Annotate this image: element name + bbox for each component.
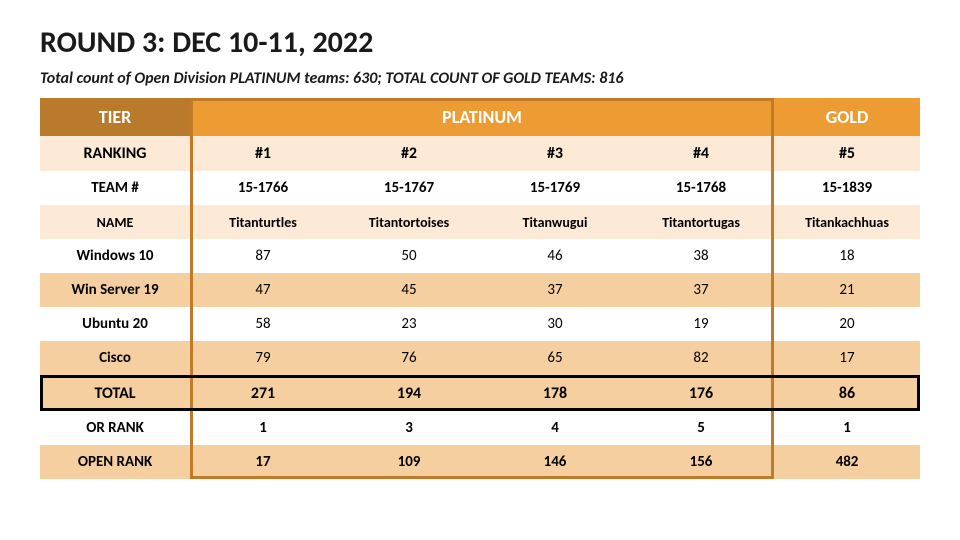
- category-cell: 47: [190, 273, 336, 307]
- team-name-cell: Titanwugui: [482, 205, 628, 239]
- category-cell: 65: [482, 341, 628, 375]
- category-cell: 58: [190, 307, 336, 341]
- page-title: ROUND 3: DEC 10-11, 2022: [40, 24, 920, 61]
- ranking-row: RANKING #1 #2 #3 #4 #5: [40, 136, 920, 171]
- team-number-cell: 15-1768: [628, 171, 774, 205]
- ranking-cell: #5: [774, 136, 920, 171]
- or-rank-cell: 1: [774, 411, 920, 445]
- team-name-cell: Titanturtles: [190, 205, 336, 239]
- category-row: Windows 10 87 50 46 38 18: [40, 239, 920, 273]
- open-rank-cell: 17: [190, 445, 336, 479]
- team-number-row: TEAM # 15-1766 15-1767 15-1769 15-1768 1…: [40, 171, 920, 205]
- or-rank-row: OR RANK 1 3 4 5 1: [40, 411, 920, 445]
- category-row: Cisco 79 76 65 82 17: [40, 341, 920, 375]
- team-number-cell: 15-1766: [190, 171, 336, 205]
- category-cell: 46: [482, 239, 628, 273]
- ranking-label: RANKING: [40, 136, 190, 171]
- category-cell: 19: [628, 307, 774, 341]
- category-cell: 50: [336, 239, 482, 273]
- or-rank-cell: 1: [190, 411, 336, 445]
- table-wrap: TIER PLATINUM GOLD RANKING #1 #2 #3 #4 #…: [40, 98, 920, 479]
- open-rank-cell: 146: [482, 445, 628, 479]
- team-number-label: TEAM #: [40, 171, 190, 205]
- ranking-cell: #1: [190, 136, 336, 171]
- team-number-cell: 15-1767: [336, 171, 482, 205]
- category-label: Windows 10: [40, 239, 190, 273]
- category-cell: 20: [774, 307, 920, 341]
- team-name-cell: Titankachhuas: [774, 205, 920, 239]
- team-number-cell: 15-1769: [482, 171, 628, 205]
- total-cell: 194: [336, 375, 482, 411]
- total-cell: 86: [774, 375, 920, 411]
- ranking-cell: #3: [482, 136, 628, 171]
- category-cell: 82: [628, 341, 774, 375]
- open-rank-row: OPEN RANK 17 109 146 156 482: [40, 445, 920, 479]
- team-number-cell: 15-1839: [774, 171, 920, 205]
- open-rank-label: OPEN RANK: [40, 445, 190, 479]
- category-cell: 18: [774, 239, 920, 273]
- total-cell: 176: [628, 375, 774, 411]
- category-cell: 37: [482, 273, 628, 307]
- open-rank-cell: 109: [336, 445, 482, 479]
- tier-platinum: PLATINUM: [190, 98, 774, 136]
- category-cell: 79: [190, 341, 336, 375]
- category-cell: 23: [336, 307, 482, 341]
- category-label: Ubuntu 20: [40, 307, 190, 341]
- category-label: Win Server 19: [40, 273, 190, 307]
- team-name-label: NAME: [40, 205, 190, 239]
- total-cell: 178: [482, 375, 628, 411]
- total-row: TOTAL 271 194 178 176 86: [40, 375, 920, 411]
- team-name-cell: Titantortoises: [336, 205, 482, 239]
- tier-label: TIER: [40, 98, 190, 136]
- team-name-cell: Titantortugas: [628, 205, 774, 239]
- total-label: TOTAL: [40, 375, 190, 411]
- category-cell: 17: [774, 341, 920, 375]
- open-rank-cell: 482: [774, 445, 920, 479]
- category-cell: 37: [628, 273, 774, 307]
- or-rank-label: OR RANK: [40, 411, 190, 445]
- or-rank-cell: 4: [482, 411, 628, 445]
- category-cell: 45: [336, 273, 482, 307]
- open-rank-cell: 156: [628, 445, 774, 479]
- category-cell: 76: [336, 341, 482, 375]
- results-table: TIER PLATINUM GOLD RANKING #1 #2 #3 #4 #…: [40, 98, 920, 479]
- page-subtitle: Total count of Open Division PLATINUM te…: [40, 69, 920, 88]
- category-cell: 30: [482, 307, 628, 341]
- ranking-cell: #2: [336, 136, 482, 171]
- category-label: Cisco: [40, 341, 190, 375]
- tier-row: TIER PLATINUM GOLD: [40, 98, 920, 136]
- tier-gold: GOLD: [774, 98, 920, 136]
- category-cell: 87: [190, 239, 336, 273]
- or-rank-cell: 3: [336, 411, 482, 445]
- team-name-row: NAME Titanturtles Titantortoises Titanwu…: [40, 205, 920, 239]
- ranking-cell: #4: [628, 136, 774, 171]
- category-cell: 21: [774, 273, 920, 307]
- category-cell: 38: [628, 239, 774, 273]
- or-rank-cell: 5: [628, 411, 774, 445]
- total-cell: 271: [190, 375, 336, 411]
- category-row: Ubuntu 20 58 23 30 19 20: [40, 307, 920, 341]
- category-row: Win Server 19 47 45 37 37 21: [40, 273, 920, 307]
